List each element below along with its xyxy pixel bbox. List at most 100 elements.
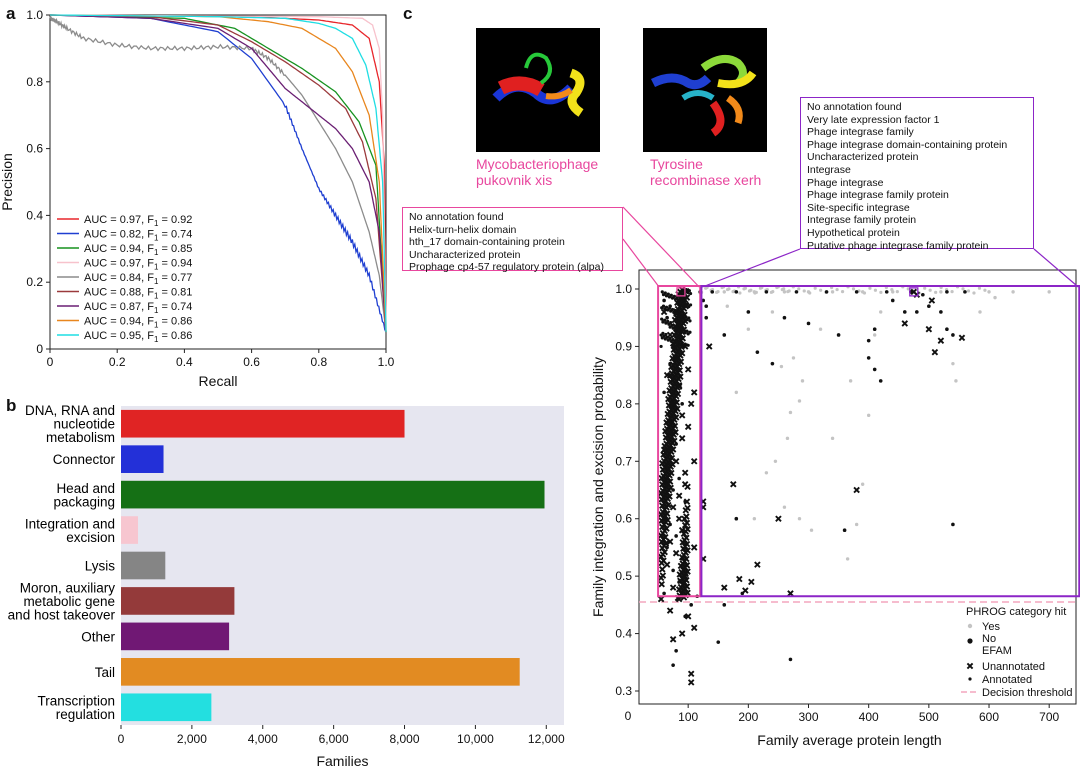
- point-unannotated: [684, 504, 691, 512]
- point-grey: [760, 285, 764, 290]
- point-grey: [854, 522, 859, 527]
- point-annotated: [878, 379, 883, 383]
- point-unannotated: [684, 483, 691, 491]
- annotation-line: No annotation found: [409, 211, 504, 223]
- point-grey: [862, 291, 867, 295]
- point-unannotated: [931, 348, 939, 356]
- legend-label: AUC = 0.87, F1 = 0.74: [84, 301, 192, 315]
- point-unannotated: [682, 528, 690, 535]
- bar: [121, 658, 520, 686]
- point-grey: [972, 291, 976, 295]
- point-unannotated: [665, 395, 672, 403]
- point-grey: [939, 285, 943, 290]
- point-unannotated: [676, 345, 684, 353]
- legend-title: PHROG category hit: [966, 606, 1066, 618]
- category-label: DNA, RNA and: [25, 403, 115, 418]
- point-unannotated: [663, 425, 671, 433]
- point-unannotated: [667, 399, 674, 407]
- point-unannotated: [671, 316, 679, 324]
- point-grey: [891, 290, 895, 294]
- point-annotated: [716, 640, 721, 644]
- point-unannotated: [672, 549, 680, 557]
- point-unannotated: [668, 363, 675, 371]
- pr-curve-series: [49, 14, 387, 333]
- point-annotated: [685, 329, 689, 333]
- point-annotated: [668, 361, 672, 366]
- point-unannotated: [659, 487, 667, 495]
- point-annotated: [674, 442, 678, 446]
- point-annotated: [679, 327, 683, 331]
- point-grey: [731, 290, 735, 294]
- point-grey: [848, 379, 853, 383]
- panel-label-c: c: [403, 4, 413, 23]
- point-unannotated: [660, 536, 667, 543]
- point-annotated: [939, 310, 943, 314]
- point-unannotated: [670, 367, 678, 375]
- point-annotated: [674, 649, 678, 653]
- scatter-points: [657, 285, 1051, 686]
- point-grey: [917, 291, 921, 295]
- point-unannotated: [683, 498, 691, 505]
- point-grey: [872, 333, 877, 337]
- pr-curve-series: [49, 14, 387, 333]
- point-unannotated: [668, 427, 675, 434]
- point-unannotated: [678, 590, 685, 597]
- point-grey: [720, 285, 724, 290]
- point-grey: [879, 290, 883, 294]
- point-unannotated: [659, 508, 667, 516]
- point-unannotated: [666, 414, 674, 422]
- point-annotated: [673, 297, 678, 301]
- point-grey: [773, 459, 778, 463]
- point-unannotated: [748, 578, 755, 586]
- point-unannotated: [672, 350, 680, 358]
- point-unannotated: [660, 478, 668, 486]
- point-unannotated: [658, 496, 665, 503]
- pink-annotation-box: No annotation found Helix-turn-helix doma…: [402, 207, 623, 273]
- point-grey: [738, 291, 742, 295]
- x-tick-label: 400: [859, 710, 879, 724]
- point-annotated: [872, 327, 877, 332]
- category-label: Connector: [53, 452, 116, 467]
- point-annotated: [662, 390, 666, 395]
- x-tick-label: 600: [979, 710, 999, 724]
- point-unannotated: [671, 416, 678, 423]
- point-unannotated: [663, 440, 670, 448]
- point-unannotated: [678, 435, 686, 442]
- point-unannotated: [681, 585, 689, 593]
- x-tick-label: 0: [625, 709, 632, 723]
- point-unannotated: [690, 624, 698, 632]
- point-unannotated: [666, 493, 673, 500]
- point-annotated: [680, 402, 684, 406]
- annotation-line: Site-specific integrase: [807, 201, 910, 214]
- point-unannotated: [661, 485, 668, 492]
- point-annotated: [688, 303, 693, 307]
- point-annotated: [677, 328, 681, 333]
- point-unannotated: [677, 316, 685, 323]
- point-unannotated: [669, 418, 676, 426]
- legend-label: AUC = 0.97, F1 = 0.94: [84, 258, 192, 272]
- point-grey: [800, 379, 805, 383]
- point-unannotated: [670, 431, 678, 438]
- point-annotated: [685, 302, 690, 306]
- pr-curve-series: [49, 14, 387, 333]
- point-unannotated: [679, 560, 687, 567]
- point-annotated: [666, 338, 670, 342]
- point-unannotated: [658, 538, 665, 546]
- point-grey: [830, 285, 834, 290]
- point-unannotated: [673, 356, 681, 364]
- point-unannotated: [669, 446, 677, 453]
- point-annotated: [683, 331, 687, 335]
- point-annotated: [677, 580, 681, 584]
- point-unannotated: [681, 536, 688, 544]
- point-annotated: [661, 304, 666, 308]
- point-annotated: [866, 356, 871, 360]
- point-unannotated: [680, 551, 688, 559]
- point-unannotated: [659, 523, 666, 531]
- point-unannotated: [681, 480, 689, 488]
- x-tick-label: 2,000: [177, 732, 207, 746]
- point-unannotated: [676, 303, 684, 311]
- point-annotated: [678, 297, 682, 301]
- point-unannotated: [664, 495, 671, 503]
- point-unannotated: [683, 583, 691, 590]
- point-annotated: [676, 326, 680, 330]
